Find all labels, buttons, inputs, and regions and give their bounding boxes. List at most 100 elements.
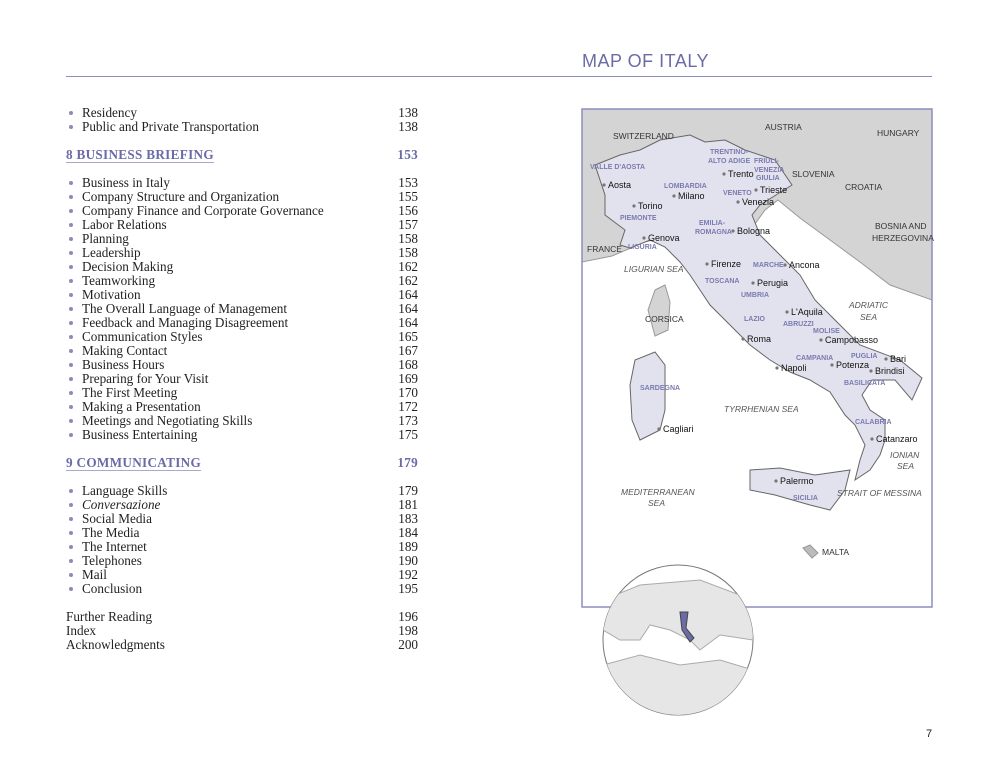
toc-entry[interactable]: Making Contact 167 xyxy=(66,344,418,358)
toc-entry[interactable]: Business Hours 168 xyxy=(66,358,418,372)
toc-label: Mail xyxy=(82,567,107,582)
toc-page-number: 195 xyxy=(398,581,418,596)
toc-entry[interactable]: Business in Italy 153 xyxy=(66,176,418,190)
toc-label: Decision Making xyxy=(82,259,174,274)
bullet-icon xyxy=(69,195,73,199)
toc-entry[interactable]: Meetings and Negotiating Skills 173 xyxy=(66,414,418,428)
region-label: PIEMONTE xyxy=(620,215,657,222)
toc-entry[interactable]: Company Finance and Corporate Governance… xyxy=(66,204,418,218)
toc-label: The Media xyxy=(82,525,140,540)
country-label: SWITZERLAND xyxy=(613,131,674,141)
toc-page-number: 165 xyxy=(398,329,418,344)
toc-page-number: 162 xyxy=(398,273,418,288)
toc-chapter[interactable]: 8 BUSINESS BRIEFING 153 xyxy=(66,147,418,163)
toc-entry[interactable]: The First Meeting 170 xyxy=(66,386,418,400)
city-marker-icon xyxy=(884,357,888,361)
toc-entry[interactable]: Teamworking 162 xyxy=(66,274,418,288)
toc-entry[interactable]: The Media 184 xyxy=(66,526,418,540)
city-marker-icon xyxy=(751,281,755,285)
sea-label: LIGURIAN SEA xyxy=(624,264,684,274)
toc-entry[interactable]: Feedback and Managing Disagreement 164 xyxy=(66,316,418,330)
toc-page-number: 169 xyxy=(398,371,418,386)
toc-chapter[interactable]: 9 COMMUNICATING 179 xyxy=(66,455,418,471)
region-label: ALTO ADIGE xyxy=(708,158,751,165)
toc-entry[interactable]: Decision Making 162 xyxy=(66,260,418,274)
toc-page-number: 138 xyxy=(398,119,418,134)
toc-entry[interactable]: Social Media 183 xyxy=(66,512,418,526)
citie-label: Aosta xyxy=(608,180,631,190)
toc-label: Acknowledgments xyxy=(66,637,165,652)
toc-label: Conversazione xyxy=(82,497,161,512)
region-label: MARCHE xyxy=(753,262,784,269)
toc-page-number: 189 xyxy=(398,539,418,554)
bullet-icon xyxy=(69,587,73,591)
bullet-icon xyxy=(69,363,73,367)
toc-label: Company Finance and Corporate Governance xyxy=(82,203,324,218)
city-marker-icon xyxy=(869,369,873,373)
toc-page-number: 158 xyxy=(398,231,418,246)
toc-page-number: 157 xyxy=(398,217,418,232)
region-label: ROMAGNA xyxy=(695,229,732,236)
toc-entry[interactable]: Making a Presentation 172 xyxy=(66,400,418,414)
sea-label: SEA xyxy=(860,312,877,322)
region-label: PUGLIA xyxy=(851,353,877,360)
toc-entry[interactable]: Telephones 190 xyxy=(66,554,418,568)
toc-entry[interactable]: Further Reading 196 xyxy=(66,610,418,624)
toc-entry[interactable]: Residency 138 xyxy=(66,106,418,120)
toc-label: The Internet xyxy=(82,539,147,554)
italy-highlight xyxy=(679,611,695,643)
region-label: SICILIA xyxy=(793,495,818,502)
toc-label: Company Structure and Organization xyxy=(82,189,280,204)
toc-entry[interactable]: Company Structure and Organization 155 xyxy=(66,190,418,204)
bullet-icon xyxy=(69,391,73,395)
citie-label: Bologna xyxy=(737,226,770,236)
toc-entry[interactable]: Motivation 164 xyxy=(66,288,418,302)
toc-entry[interactable]: Mail 192 xyxy=(66,568,418,582)
toc-page-number: 164 xyxy=(398,301,418,316)
toc-page-number: 179 xyxy=(397,455,418,470)
toc-entry[interactable]: Public and Private Transportation 138 xyxy=(66,120,418,134)
sicily xyxy=(749,467,851,511)
region-label: FRIULI- xyxy=(754,158,780,165)
bullet-icon xyxy=(69,377,73,381)
toc-entry[interactable]: Index 198 xyxy=(66,624,418,638)
country-label: HUNGARY xyxy=(877,128,920,138)
toc-label: Conclusion xyxy=(82,581,143,596)
sea-label: IONIAN xyxy=(890,450,920,460)
toc-page-number: 173 xyxy=(398,413,418,428)
bullet-icon xyxy=(69,349,73,353)
citie-label: Napoli xyxy=(781,363,807,373)
sea-label: SEA xyxy=(648,498,665,508)
toc-page-number: 183 xyxy=(398,511,418,526)
bullet-icon xyxy=(69,559,73,563)
toc-entry[interactable]: Language Skills 179 xyxy=(66,484,418,498)
citie-label: Catanzaro xyxy=(876,434,918,444)
toc-entry[interactable]: Conclusion 195 xyxy=(66,582,418,596)
bullet-icon xyxy=(69,517,73,521)
toc-entry[interactable]: Planning 158 xyxy=(66,232,418,246)
city-marker-icon xyxy=(642,236,646,240)
toc-label: Making a Presentation xyxy=(82,399,201,414)
citie-label: Potenza xyxy=(836,360,869,370)
bullet-icon xyxy=(69,419,73,423)
bullet-icon xyxy=(69,307,73,311)
title-rule xyxy=(66,76,932,77)
toc-label: Feedback and Managing Disagreement xyxy=(82,315,289,330)
toc-entry[interactable]: Communication Styles 165 xyxy=(66,330,418,344)
italy-mainland xyxy=(594,134,923,482)
city-marker-icon xyxy=(672,194,676,198)
toc-entry[interactable]: Preparing for Your Visit 169 xyxy=(66,372,418,386)
toc-entry[interactable]: Conversazione 181 xyxy=(66,498,418,512)
toc-label: Communication Styles xyxy=(82,329,203,344)
region-label: LOMBARDIA xyxy=(664,183,707,190)
toc-page-number: 170 xyxy=(398,385,418,400)
toc-entry[interactable]: Labor Relations 157 xyxy=(66,218,418,232)
toc-entry[interactable]: Leadership 158 xyxy=(66,246,418,260)
toc-entry[interactable]: Acknowledgments 200 xyxy=(66,638,418,652)
toc-page-number: 156 xyxy=(398,203,418,218)
toc-entry[interactable]: The Internet 189 xyxy=(66,540,418,554)
toc-label: Preparing for Your Visit xyxy=(82,371,209,386)
bullet-icon xyxy=(69,223,73,227)
toc-entry[interactable]: The Overall Language of Management 164 xyxy=(66,302,418,316)
toc-entry[interactable]: Business Entertaining 175 xyxy=(66,428,418,442)
